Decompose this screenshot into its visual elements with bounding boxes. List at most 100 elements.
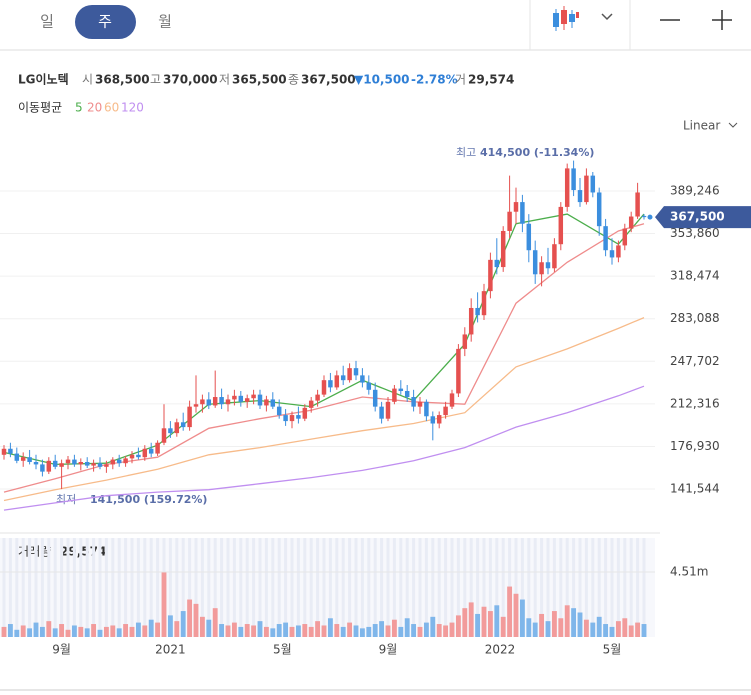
candle-body xyxy=(84,462,90,466)
candle-body xyxy=(539,262,544,275)
volume-bar xyxy=(526,618,532,637)
candle xyxy=(8,442,13,458)
candle-body xyxy=(289,415,295,422)
volume-bar xyxy=(193,603,199,637)
candle xyxy=(257,389,263,410)
volume-bar xyxy=(283,622,289,637)
change-percent: -2.78% xyxy=(411,73,458,87)
volume-bar xyxy=(545,621,551,637)
volume-bar xyxy=(39,626,45,637)
volume-bar xyxy=(590,622,596,637)
candle-body xyxy=(609,250,615,258)
candle xyxy=(590,172,596,198)
candle-body xyxy=(251,394,256,399)
candle xyxy=(283,409,288,426)
volume-bar xyxy=(129,626,135,637)
volume-bar xyxy=(417,626,423,637)
scale-chevron[interactable] xyxy=(728,122,738,128)
candle xyxy=(558,202,564,251)
chart-type-button[interactable] xyxy=(553,6,579,31)
y-tick-label: 389,246 xyxy=(670,183,720,197)
candle xyxy=(148,442,154,458)
candle xyxy=(40,459,45,477)
candle-body xyxy=(462,334,468,349)
dropdown-chevron[interactable] xyxy=(601,13,613,21)
close-label: 종 xyxy=(288,73,299,87)
volume-bar xyxy=(353,625,359,637)
candle-body xyxy=(129,454,135,459)
volume-bar xyxy=(519,599,525,637)
candle xyxy=(1,445,7,460)
candle-body xyxy=(520,202,525,224)
volume-bar xyxy=(78,626,84,637)
volume-bar xyxy=(430,616,436,637)
candle-body xyxy=(404,391,410,398)
candle xyxy=(110,457,116,470)
candle xyxy=(251,389,256,405)
candle-body xyxy=(616,245,621,258)
volume-bar xyxy=(148,619,154,637)
candle xyxy=(411,389,416,412)
candle xyxy=(500,226,506,272)
volume-bar xyxy=(513,593,519,637)
scale-mode[interactable]: Linear xyxy=(683,119,720,133)
high-label: 고 xyxy=(150,73,161,87)
volume-bar xyxy=(238,626,244,637)
candle-body xyxy=(398,388,404,392)
change-value: ▼10,500 xyxy=(354,73,410,87)
candle-body xyxy=(136,454,141,458)
volume-bar xyxy=(564,605,570,637)
volume-bar xyxy=(302,624,308,637)
ma-legend-entry: 20 xyxy=(87,101,102,115)
candle xyxy=(360,368,365,388)
volume-bar xyxy=(622,618,628,637)
low-label: 저 xyxy=(219,73,230,87)
volume-bar xyxy=(321,625,327,637)
volume-bar xyxy=(142,625,148,637)
candle xyxy=(168,421,173,438)
candle xyxy=(513,187,519,224)
open-value: 368,500 xyxy=(95,73,150,87)
moving-average-line xyxy=(3,317,645,502)
volume-bar xyxy=(539,613,545,637)
candle-body xyxy=(532,250,538,275)
candle xyxy=(161,404,167,446)
high-annotation-label: 최고 xyxy=(456,146,476,159)
tab-week[interactable]: 주 xyxy=(98,13,112,31)
volume-bar xyxy=(71,625,77,637)
tab-month[interactable]: 월 xyxy=(158,13,172,31)
zoom-in-button[interactable] xyxy=(712,10,732,30)
tab-selected-bg xyxy=(75,5,136,39)
candle-body xyxy=(212,397,218,406)
candle xyxy=(142,445,148,461)
candle xyxy=(97,457,103,470)
volume-bar xyxy=(455,615,461,637)
candle xyxy=(180,412,186,431)
volume-bar xyxy=(180,611,186,637)
candle-body xyxy=(225,399,231,405)
candle xyxy=(392,384,397,405)
volume-bar xyxy=(257,621,263,637)
volume-bar xyxy=(558,618,564,637)
ma-legend-entry: 5 xyxy=(75,101,83,115)
candle-body xyxy=(411,397,416,407)
moving-average-line xyxy=(3,385,645,511)
candle xyxy=(584,168,589,205)
volume-bar xyxy=(494,605,500,637)
candle-body xyxy=(641,215,647,218)
volume-bar xyxy=(577,612,583,637)
volume-bar xyxy=(59,624,65,637)
candle-body xyxy=(116,459,122,464)
candle xyxy=(116,454,122,467)
volume-bar xyxy=(116,628,122,637)
candle-body xyxy=(302,407,308,419)
candle xyxy=(424,399,429,422)
candle xyxy=(244,394,250,408)
tab-day[interactable]: 일 xyxy=(40,13,54,31)
candle xyxy=(347,363,352,383)
volume-bar xyxy=(206,619,212,637)
volume-bar xyxy=(263,626,269,637)
candle xyxy=(532,240,538,284)
candle xyxy=(136,447,141,460)
